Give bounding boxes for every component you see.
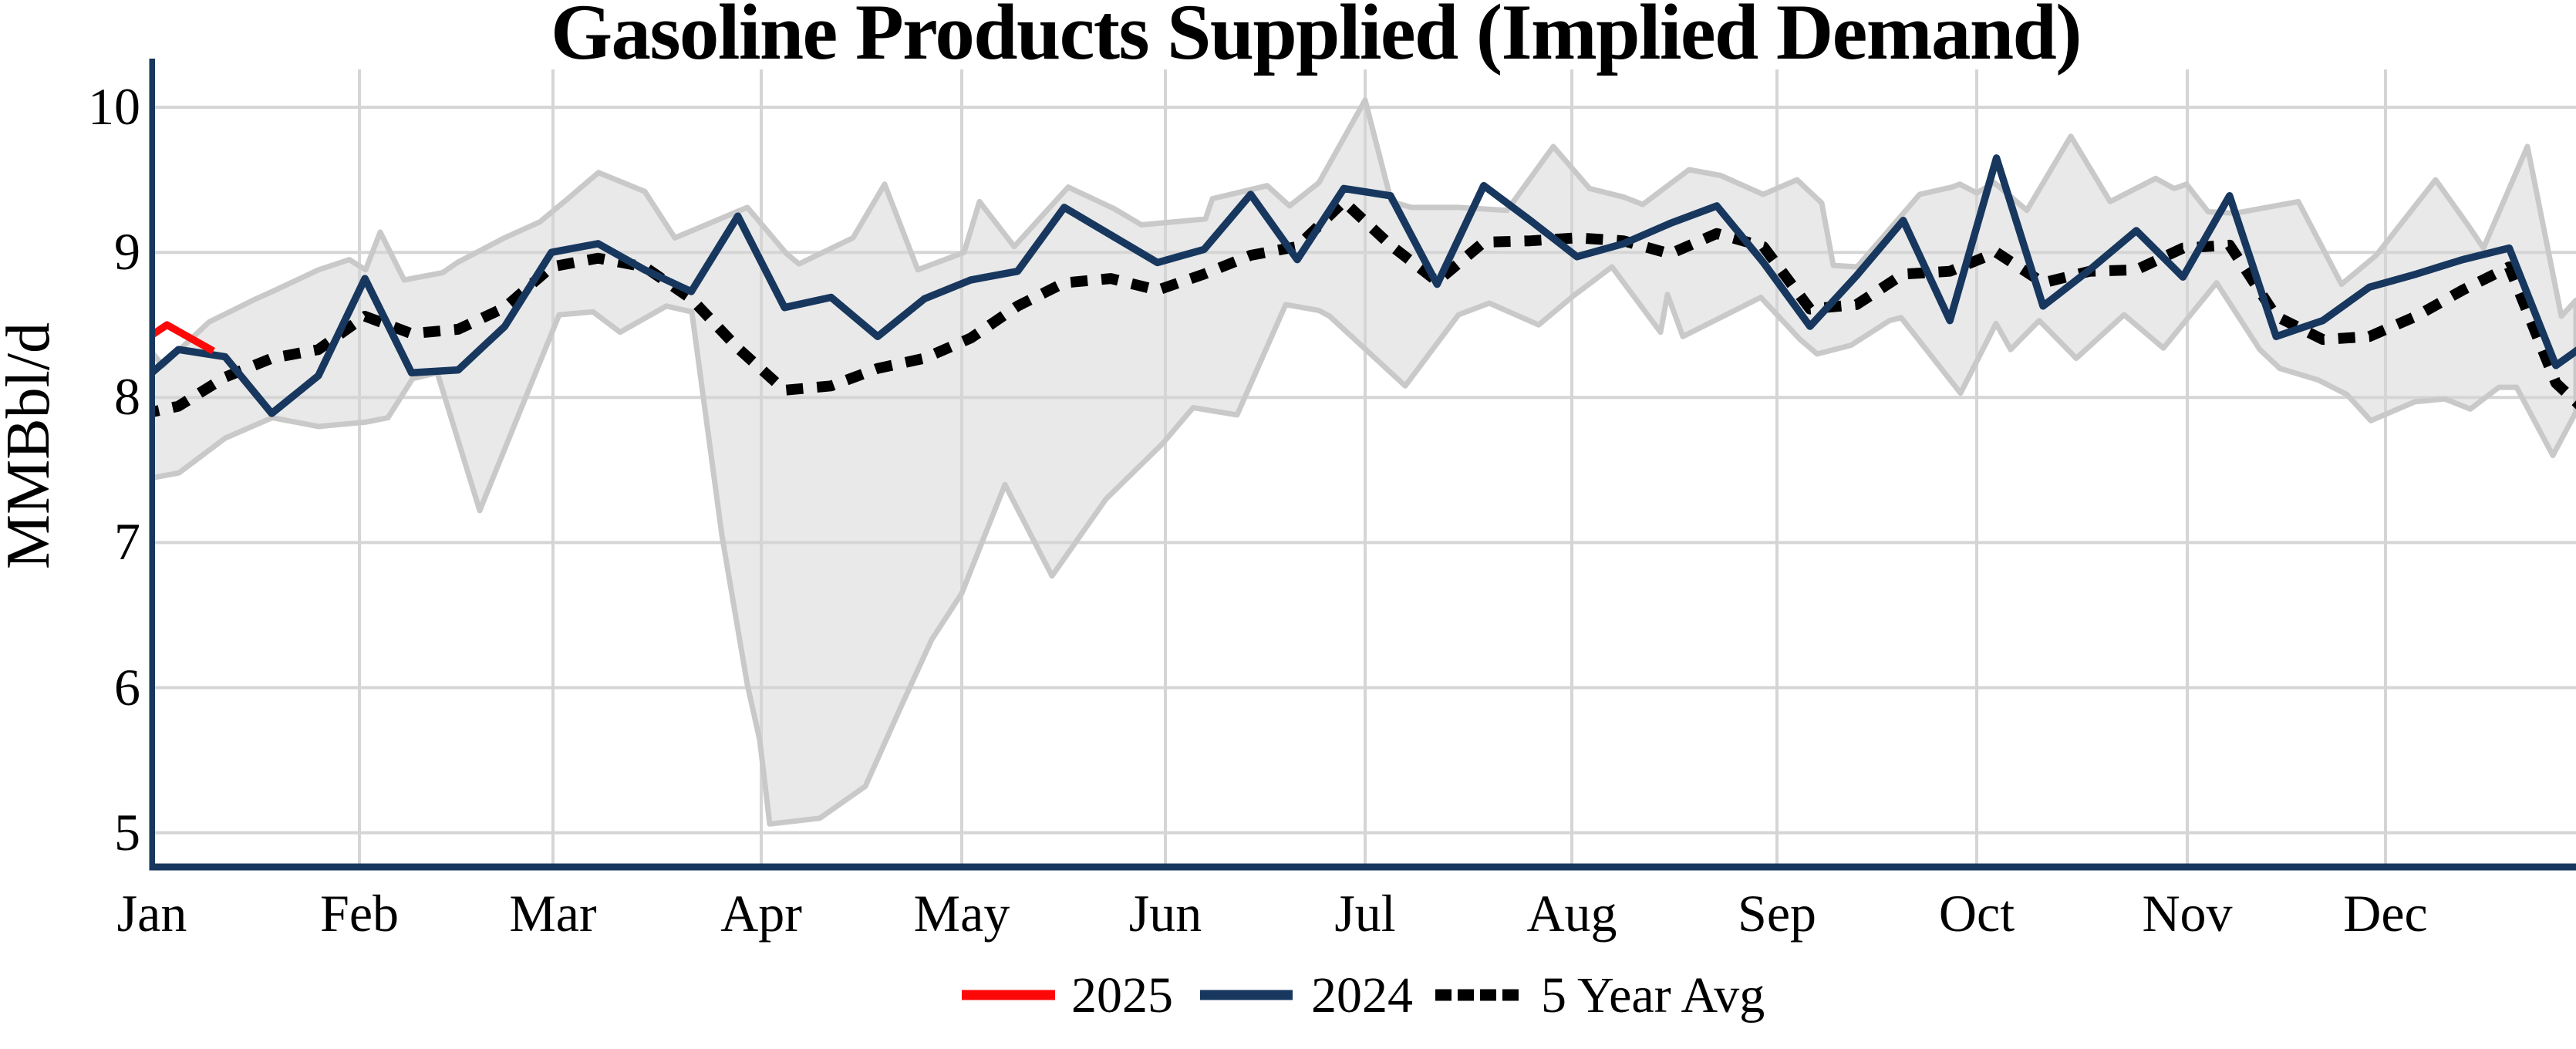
svg-text:Mar: Mar [509,884,597,943]
svg-text:Dec: Dec [2343,884,2427,943]
svg-text:Aug: Aug [1526,884,1617,943]
svg-text:Oct: Oct [1939,884,2015,943]
svg-text:Feb: Feb [320,884,399,943]
svg-text:Jun: Jun [1129,884,1202,943]
svg-text:8: 8 [114,367,140,426]
svg-text:2024: 2024 [1311,967,1413,1024]
svg-text:Gasoline Products Supplied (Im: Gasoline Products Supplied (Implied Dema… [551,0,2081,76]
svg-text:Jul: Jul [1334,884,1395,943]
svg-text:MMBbl/d: MMBbl/d [0,322,62,569]
svg-text:Sep: Sep [1738,884,1816,943]
svg-text:May: May [914,884,1010,943]
svg-text:10: 10 [88,77,140,136]
svg-text:5: 5 [114,803,140,862]
svg-text:Nov: Nov [2142,884,2232,943]
svg-text:5 Year Avg: 5 Year Avg [1541,967,1765,1024]
svg-text:6: 6 [114,658,140,717]
svg-text:Apr: Apr [720,884,802,943]
svg-text:7: 7 [114,512,140,571]
svg-text:9: 9 [114,222,140,281]
svg-text:2025: 2025 [1071,967,1173,1024]
svg-text:Jan: Jan [117,884,187,943]
